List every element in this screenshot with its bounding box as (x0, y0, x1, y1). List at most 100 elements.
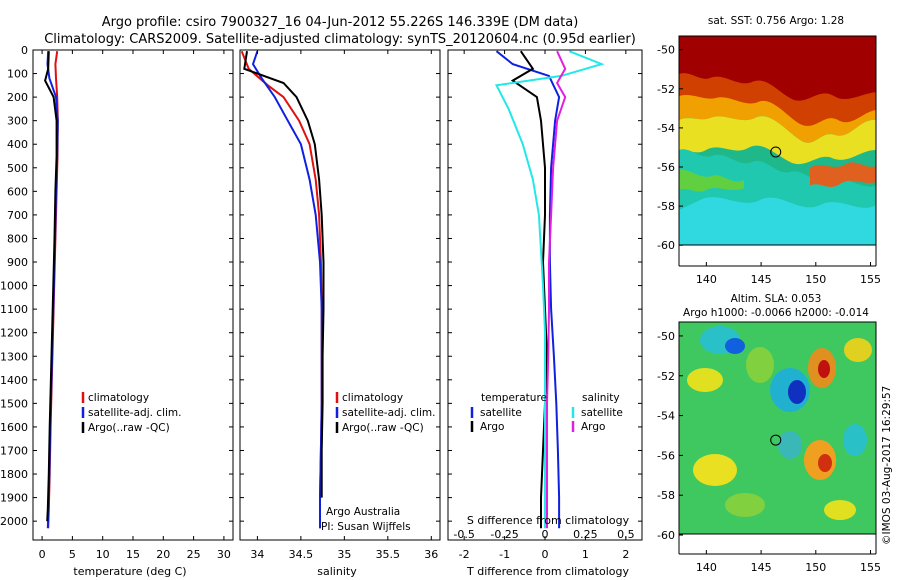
sla-heatmap-image (679, 322, 876, 534)
legend-header-salinity: salinity (582, 392, 620, 404)
depth-tick-label: 700 (7, 209, 28, 222)
credit-line1: Argo Australia (326, 506, 400, 518)
sst-heatmap-image (679, 36, 876, 245)
s-difference-tick-label: 0.5 (617, 528, 635, 541)
salinity-legend: climatology satellite-adj. clim. Argo(..ra… (335, 392, 435, 434)
differences-line-magenta (546, 50, 567, 529)
difference-series (494, 50, 605, 529)
depth-tick-label: 1400 (0, 374, 28, 387)
sla-map-lon-tick-label: 140 (696, 561, 717, 574)
sst-map-lat-tick-label: -56 (657, 161, 675, 174)
sst-map-panel: sat. SST: 0.756 Argo: 1.28 140 145 150 155 -… (657, 15, 881, 286)
temperature-series (44, 51, 59, 529)
depth-tick-label: 1100 (0, 303, 28, 316)
s-difference-tick-label: -0.25 (490, 528, 518, 541)
depth-tick-label: 0 (21, 44, 28, 57)
sla-map-lat-tick-label: -60 (657, 529, 675, 542)
difference-legend-label: Argo (581, 421, 605, 433)
salinity-legend-label: satellite-adj. clim. (342, 407, 435, 419)
differences-xtick-label: 1 (582, 548, 589, 561)
salinity-line-black (243, 51, 325, 498)
temperature-plot-frame (32, 49, 234, 541)
sla-map-panel: Altim. SLA: 0.053 Argo h1000: -0.0066 h2… (657, 293, 881, 574)
salinity-panel: 34 34.5 35 35.5 36 salinity climatology satel… (239, 49, 441, 578)
salinity-xtick-label: 35 (337, 548, 351, 561)
depth-tick-label: 1500 (0, 397, 28, 410)
temperature-xtick-label: 10 (96, 548, 110, 561)
differences-xtick-label: -1 (499, 548, 510, 561)
depth-tick-label: 800 (7, 232, 28, 245)
sst-map-lat-tick-label: -54 (657, 122, 675, 135)
salinity-ticks: 34 34.5 35 35.5 36 (240, 49, 440, 561)
salinity-line-blue (251, 50, 323, 529)
difference-xlabel-t: T difference from climatology (466, 565, 629, 578)
differences-xtick-label: 0 (542, 548, 549, 561)
sla-map-lat-tick-label: -54 (657, 410, 675, 423)
differences-xtick-label: 2 (622, 548, 629, 561)
depth-tick-label: 900 (7, 256, 28, 269)
sla-argo-location-marker (770, 434, 782, 446)
figure-title-line1: Argo profile: csiro 7900327_16 04-Jun-20… (102, 15, 579, 30)
credit-line2: PI: Susan Wijffels (321, 521, 411, 533)
difference-panel: -2 -1 0 1 2 -0.5 -0.25 0 0.25 0.5 S difference fr… (447, 49, 643, 578)
depth-tick-label: 400 (7, 138, 28, 151)
sst-map-ticks: 140 145 150 155 -50 -52 -54 -56 -58 -60 (657, 44, 881, 286)
sla-map-lat-tick-label: -58 (657, 489, 675, 502)
salinity-plot-frame (239, 49, 441, 541)
depth-tick-label: 1800 (0, 468, 28, 481)
sst-map-lat-tick-label: -60 (657, 239, 675, 252)
sla-map-lat-tick-label: -50 (657, 330, 675, 343)
copyright-stamp: ©IMOS 03-Aug-2017 16:29:57 (881, 386, 893, 545)
temperature-legend-label: Argo(..raw -QC) (88, 422, 170, 434)
sla-map-lat-tick-label: -56 (657, 449, 675, 462)
temperature-xtick-label: 5 (69, 548, 76, 561)
sla-map-lat-tick-label: -52 (657, 370, 675, 383)
temperature-xtick-label: 15 (126, 548, 140, 561)
temperature-xtick-label: 30 (217, 548, 231, 561)
sla-map-title-line2: Argo h1000: -0.0066 h2000: -0.014 (683, 307, 869, 319)
sst-map-frame (678, 35, 877, 246)
s-difference-tick-label: 0.25 (573, 528, 598, 541)
s-difference-tick-label: 0 (542, 528, 549, 541)
depth-tick-label: 1700 (0, 444, 28, 457)
differences-xtick-label: -2 (459, 548, 470, 561)
depth-tick-label: 600 (7, 185, 28, 198)
salinity-legend-label: Argo(..raw -QC) (342, 422, 424, 434)
differences-line-cyan (494, 50, 605, 529)
sst-map-lon-tick-label: 155 (860, 273, 881, 286)
sst-map-lon-tick-label: 140 (696, 273, 717, 286)
temperature-xtick-label: 0 (39, 548, 46, 561)
temperature-ticks: 0 5 10 15 20 25 300100200300400500600700800900… (0, 44, 233, 561)
difference-ticks: -2 -1 0 1 2 -0.5 -0.25 0 0.25 0.5 (448, 49, 642, 561)
sst-map-lon-tick-label: 145 (751, 273, 772, 286)
s-difference-tick-label: -0.5 (453, 528, 474, 541)
depth-tick-label: 300 (7, 115, 28, 128)
temperature-line-black (44, 51, 58, 522)
salinity-xtick-label: 34.5 (289, 548, 314, 561)
depth-tick-label: 200 (7, 91, 28, 104)
depth-tick-label: 1200 (0, 327, 28, 340)
sst-map-lon-tick-label: 150 (805, 273, 826, 286)
depth-tick-label: 1900 (0, 492, 28, 505)
temperature-xtick-label: 20 (156, 548, 170, 561)
sst-map-lat-tick-label: -58 (657, 200, 675, 213)
depth-tick-label: 1600 (0, 421, 28, 434)
sst-map-title: sat. SST: 0.756 Argo: 1.28 (708, 15, 844, 27)
sla-map-lon-tick-label: 150 (805, 561, 826, 574)
sla-map-ticks: 140 145 150 155 -50 -52 -54 -56 -58 -60 (657, 330, 881, 574)
difference-legend: temperature salinity satellite Argo satellit… (470, 392, 623, 433)
depth-tick-label: 500 (7, 162, 28, 175)
sla-map-frame (678, 321, 877, 535)
sst-argo-location-marker (770, 146, 782, 158)
temperature-legend: climatology satellite-adj. clim. Argo(..ra… (81, 392, 181, 434)
salinity-series (240, 50, 325, 529)
salinity-xtick-label: 36 (424, 548, 438, 561)
temperature-xtick-label: 25 (187, 548, 201, 561)
temperature-panel: 0 5 10 15 20 25 300100200300400500600700800900… (0, 44, 234, 578)
temperature-legend-label: satellite-adj. clim. (88, 407, 181, 419)
depth-tick-label: 1300 (0, 350, 28, 363)
salinity-legend-label: climatology (342, 392, 403, 404)
differences-line-black (510, 50, 549, 529)
sst-map-lat-tick-label: -50 (657, 44, 675, 57)
